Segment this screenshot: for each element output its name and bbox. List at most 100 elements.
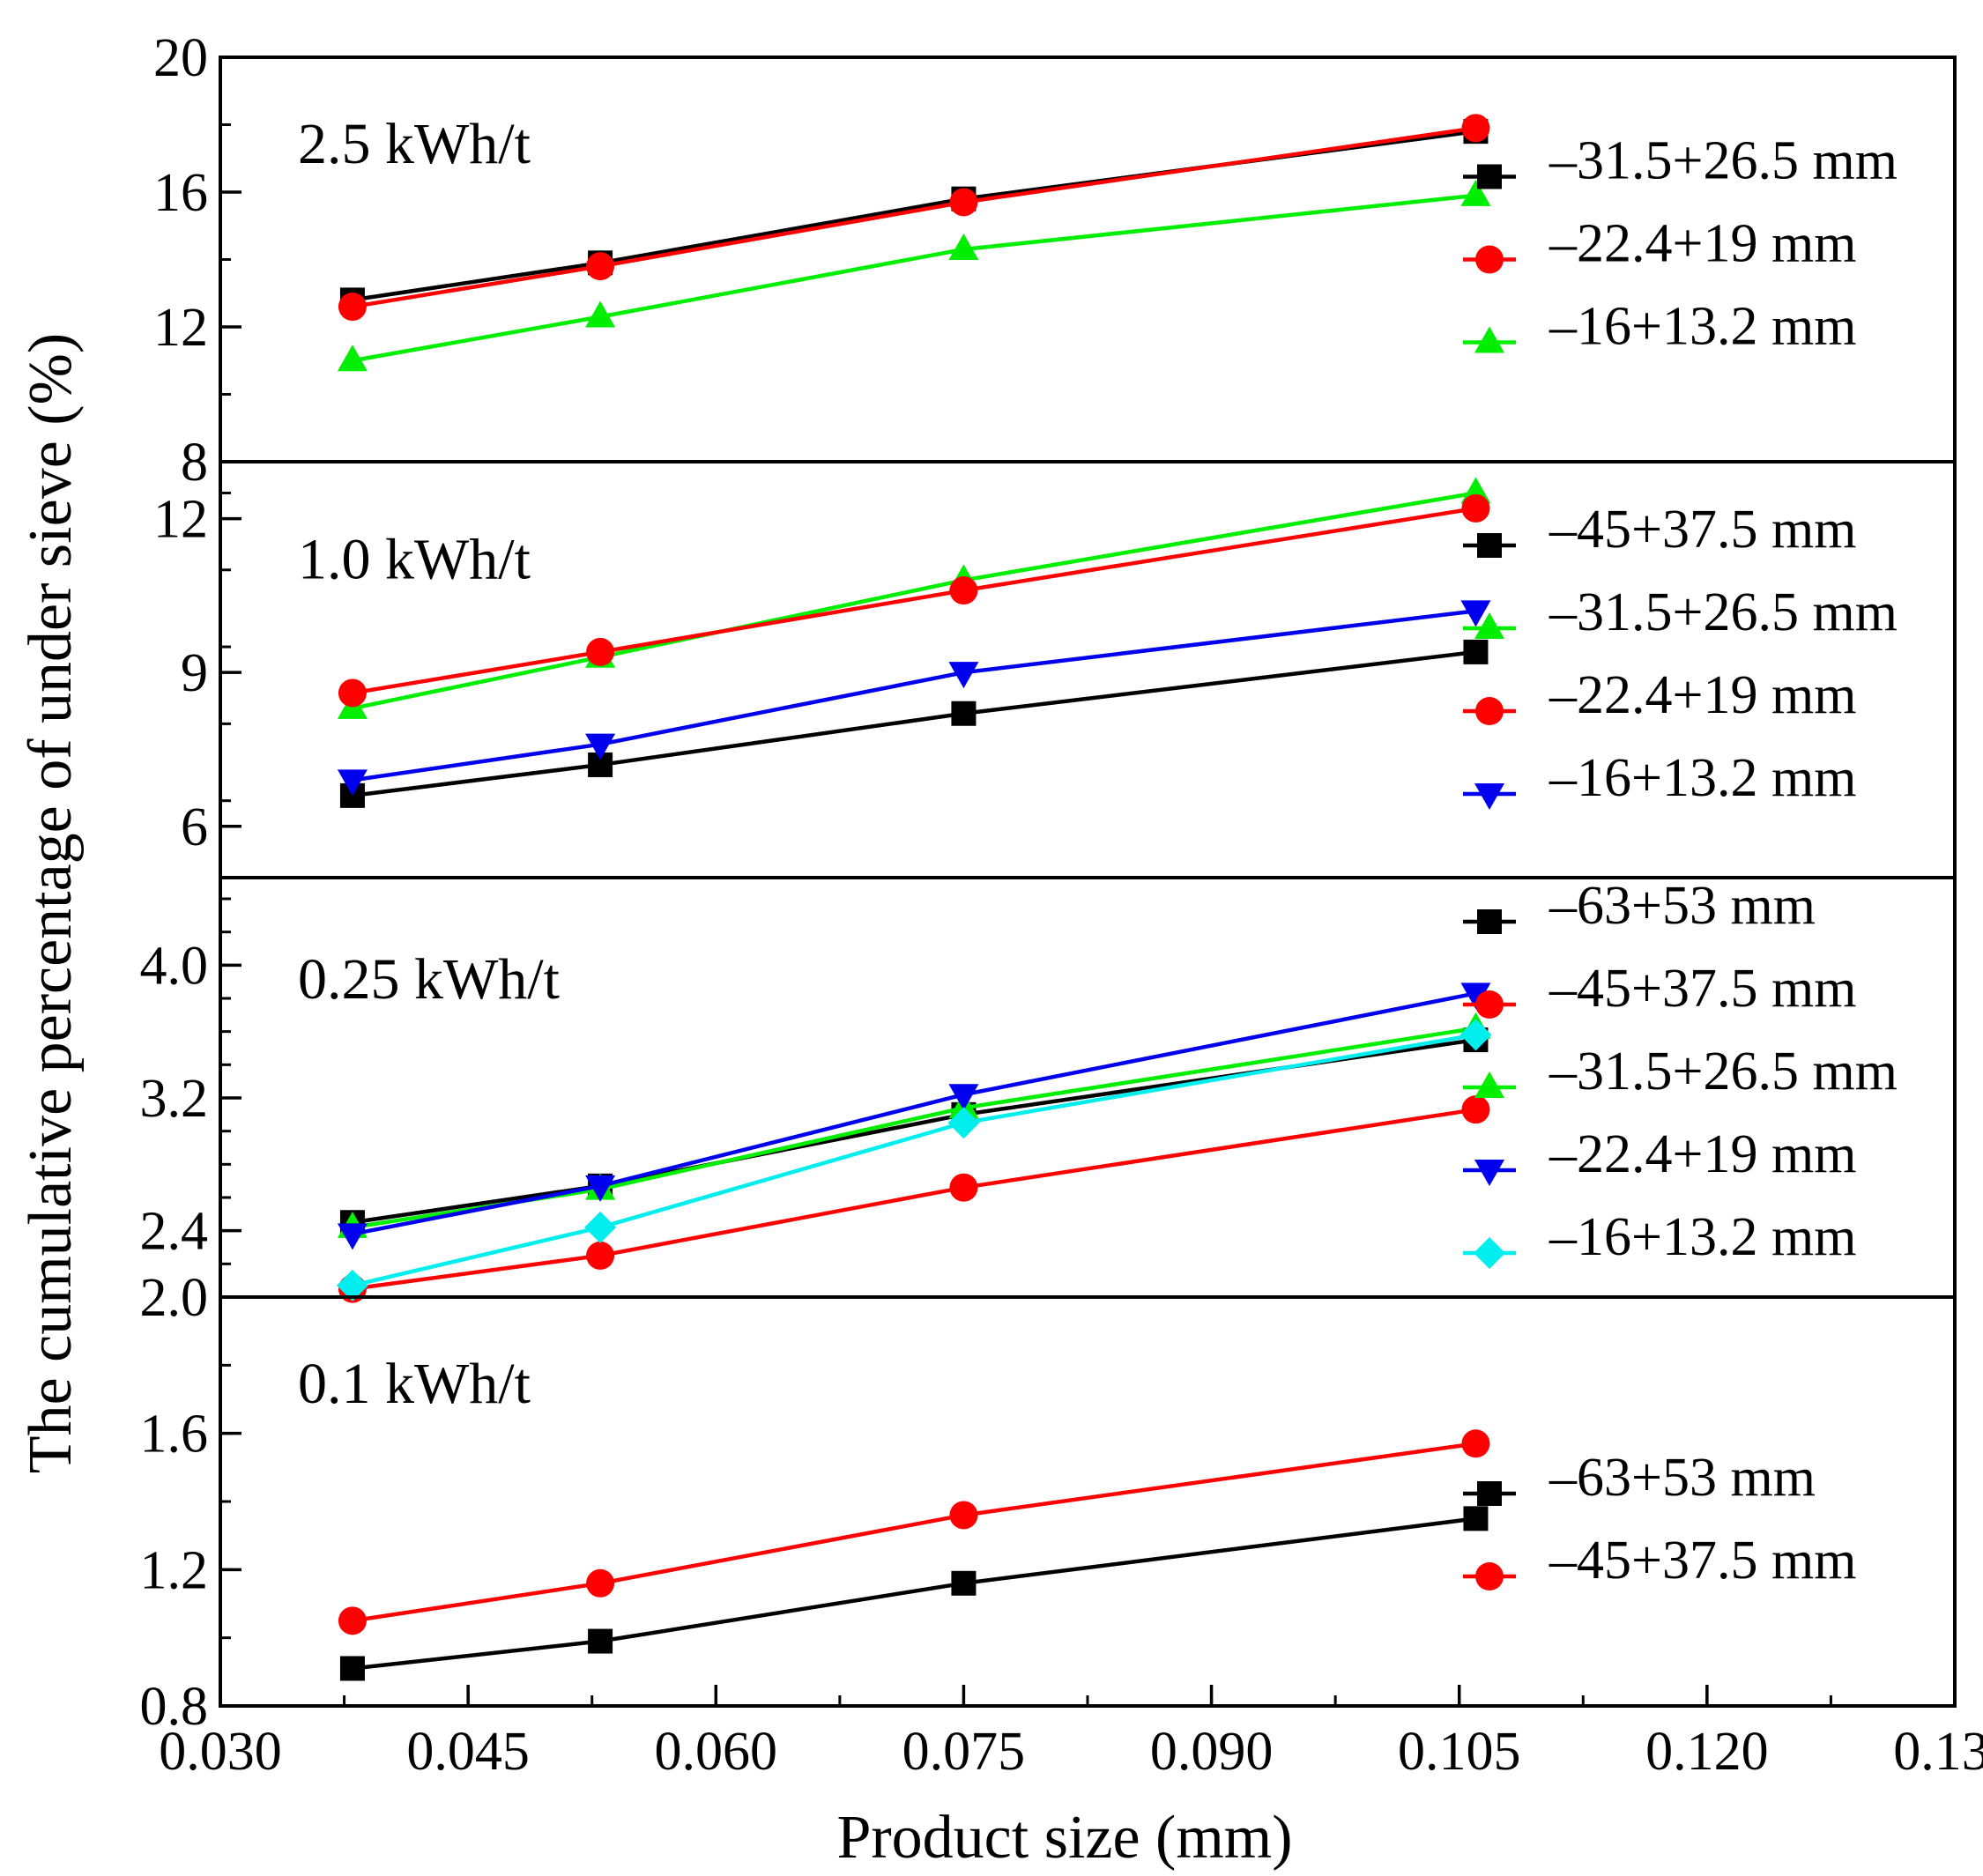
y-axis-title: The cumulative percentage of under sieve… bbox=[17, 333, 85, 1473]
y-tick-label: 12 bbox=[153, 490, 208, 550]
series-line bbox=[352, 193, 1476, 363]
marker-square bbox=[951, 701, 977, 726]
marker-triangle-up bbox=[948, 234, 979, 261]
y-tick-label: 0.8 bbox=[140, 1677, 209, 1737]
marker-square bbox=[1477, 1481, 1502, 1506]
x-tick-label: 0.030 bbox=[159, 1722, 282, 1782]
legend-label: –45+37.5 mm bbox=[1549, 1531, 1856, 1591]
marker-circle bbox=[338, 1606, 367, 1635]
marker-circle bbox=[586, 637, 615, 666]
legend-label: –31.5+26.5 mm bbox=[1549, 131, 1898, 191]
series-line bbox=[352, 991, 1476, 1236]
series-line bbox=[352, 609, 1476, 782]
y-tick-label: 4.0 bbox=[140, 936, 209, 996]
x-tick-label: 0.105 bbox=[1398, 1722, 1521, 1782]
y-tick-label: 16 bbox=[153, 163, 208, 223]
y-tick-label: 6 bbox=[181, 797, 208, 857]
legend-label: –63+53 mm bbox=[1549, 876, 1816, 936]
y-tick-label: 2.4 bbox=[140, 1202, 209, 1262]
marker-diamond bbox=[1474, 1237, 1505, 1269]
marker-triangle-down bbox=[585, 1175, 616, 1202]
legend-label: –22.4+19 mm bbox=[1549, 214, 1856, 274]
marker-circle bbox=[949, 188, 978, 217]
marker-triangle-down bbox=[948, 662, 979, 689]
marker-circle bbox=[1461, 1429, 1490, 1458]
panel-label: 0.1 kWh/t bbox=[298, 1352, 531, 1416]
panel-label: 2.5 kWh/t bbox=[298, 112, 531, 176]
marker-triangle-up bbox=[1474, 612, 1504, 639]
marker-diamond bbox=[947, 1107, 980, 1139]
marker-diamond bbox=[336, 1269, 368, 1301]
marker-diamond bbox=[1459, 1019, 1492, 1051]
marker-circle bbox=[1461, 114, 1490, 143]
marker-triangle-down bbox=[1460, 982, 1491, 1010]
marker-square bbox=[1477, 164, 1502, 189]
marker-triangle-down bbox=[337, 1223, 368, 1250]
legend-label: –31.5+26.5 mm bbox=[1549, 1042, 1898, 1101]
legend-label: –16+13.2 mm bbox=[1549, 297, 1856, 357]
legend-label: –22.4+19 mm bbox=[1549, 665, 1856, 725]
marker-circle bbox=[1461, 1095, 1490, 1124]
x-tick-label: 0.120 bbox=[1645, 1722, 1769, 1782]
marker-circle bbox=[949, 1501, 978, 1530]
x-tick-label: 0.045 bbox=[406, 1722, 530, 1782]
marker-triangle-down bbox=[585, 733, 616, 760]
marker-circle bbox=[586, 1568, 615, 1598]
x-tick-label: 0.075 bbox=[902, 1722, 1026, 1782]
marker-square bbox=[1463, 639, 1489, 664]
series-line bbox=[352, 1442, 1476, 1623]
series-line bbox=[352, 491, 1476, 711]
legend-label: –22.4+19 mm bbox=[1549, 1124, 1856, 1184]
x-axis-title: Product size (mm) bbox=[836, 1804, 1292, 1872]
marker-circle bbox=[949, 576, 978, 605]
marker-triangle-up bbox=[1474, 326, 1504, 353]
marker-circle bbox=[338, 678, 367, 708]
marker-circle bbox=[949, 1173, 978, 1202]
marker-triangle-down bbox=[948, 1084, 979, 1111]
series-line bbox=[352, 126, 1476, 309]
y-tick-label: 20 bbox=[153, 28, 208, 88]
marker-square bbox=[1477, 909, 1502, 934]
marker-circle bbox=[1475, 990, 1504, 1019]
y-tick-label: 1.2 bbox=[140, 1540, 209, 1600]
marker-circle bbox=[1461, 493, 1490, 523]
marker-triangle-up bbox=[337, 345, 368, 372]
legend-label: –63+53 mm bbox=[1549, 1448, 1816, 1508]
series-line bbox=[352, 1033, 1476, 1288]
marker-square bbox=[1477, 533, 1502, 558]
y-tick-label: 9 bbox=[181, 643, 208, 703]
series-line bbox=[352, 1107, 1476, 1291]
series-line bbox=[352, 649, 1476, 798]
marker-circle bbox=[1475, 245, 1504, 274]
y-tick-label: 2.0 bbox=[140, 1268, 209, 1328]
marker-square bbox=[339, 1656, 365, 1681]
y-tick-label: 8 bbox=[181, 433, 208, 493]
x-tick-label: 0.060 bbox=[655, 1722, 778, 1782]
marker-triangle-down bbox=[1474, 1160, 1504, 1186]
x-tick-label: 0.090 bbox=[1150, 1722, 1274, 1782]
marker-square bbox=[588, 1628, 613, 1654]
legend-label: –45+37.5 mm bbox=[1549, 959, 1856, 1019]
marker-triangle-up bbox=[1460, 179, 1491, 206]
marker-triangle-up bbox=[585, 300, 616, 328]
marker-circle bbox=[1475, 697, 1504, 725]
marker-triangle-up bbox=[1474, 1071, 1504, 1098]
series-line bbox=[352, 506, 1476, 695]
marker-square bbox=[951, 1570, 977, 1596]
marker-circle bbox=[586, 1241, 615, 1270]
marker-square bbox=[1463, 1506, 1489, 1531]
legend-label: –16+13.2 mm bbox=[1549, 1207, 1856, 1267]
marker-triangle-down bbox=[1474, 783, 1504, 810]
marker-diamond bbox=[584, 1211, 617, 1243]
y-tick-label: 12 bbox=[153, 298, 208, 358]
legend-label: –45+37.5 mm bbox=[1549, 500, 1856, 560]
legend-label: –31.5+26.5 mm bbox=[1549, 582, 1898, 642]
y-tick-label: 3.2 bbox=[140, 1069, 209, 1129]
legend-label: –16+13.2 mm bbox=[1549, 748, 1856, 808]
y-tick-label: 1.6 bbox=[140, 1405, 209, 1464]
x-tick-label: 0.135 bbox=[1893, 1722, 1983, 1782]
marker-triangle-down bbox=[337, 769, 368, 797]
marker-circle bbox=[586, 252, 615, 281]
